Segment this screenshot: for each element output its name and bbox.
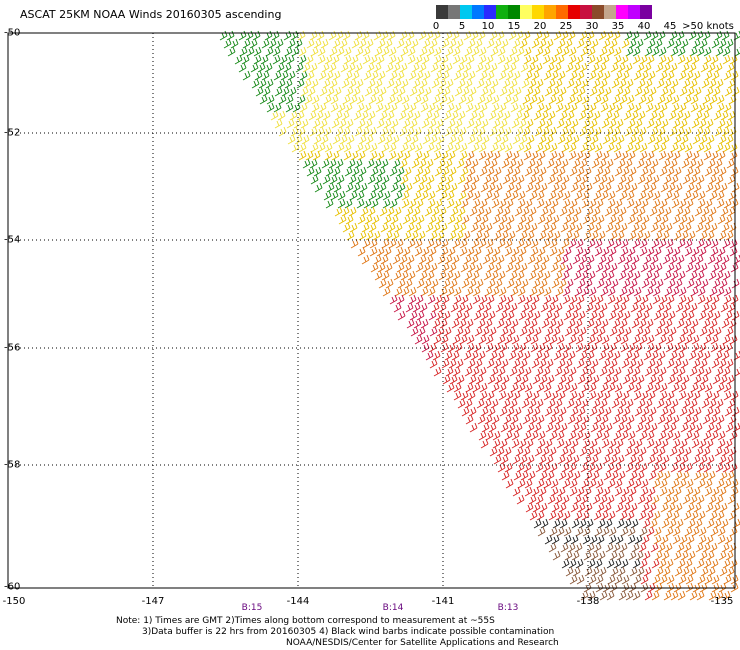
note-line: NOAA/NESDIS/Center for Satellite Applica… [286,638,559,648]
legend-tick: 0 [432,21,440,32]
lon-label: -135 [710,596,734,607]
legend-swatch [544,5,556,19]
legend-tick: 5 [458,21,466,32]
legend-swatch [640,5,652,19]
map-title: ASCAT 25KM NOAA Winds 20160305 ascending [20,8,282,21]
legend-color-bar [436,5,652,19]
lon-label: -150 [2,596,26,607]
legend-tick: 40 [637,21,651,32]
note-line: Note: 1) Times are GMT 2)Times along bot… [116,616,495,626]
lon-label: -147 [141,596,165,607]
legend-swatch [472,5,484,19]
legend-tick-labels: 0 5 10 15 20 25 30 35 40 45 >50 knots [432,19,734,33]
lat-lon-grid [8,33,735,588]
time-label: B:13 [497,603,519,613]
legend-tick: 25 [559,21,573,32]
lat-label: -56 [4,342,21,354]
legend-swatch [580,5,592,19]
lat-label: -60 [4,581,21,593]
map-frame [7,32,736,589]
wind-barbs [219,30,740,601]
lon-label: -144 [286,596,310,607]
legend-tick: 45 [663,21,677,32]
time-label: B:15 [241,603,263,613]
legend-swatch [604,5,616,19]
lon-label: -138 [576,596,600,607]
lat-label: -58 [4,459,21,471]
lat-label: -50 [4,27,21,39]
note-line: 3)Data buffer is 22 hrs from 20160305 4)… [142,627,555,637]
legend-tick: 10 [481,21,495,32]
legend-swatch [460,5,472,19]
legend-swatch [532,5,544,19]
legend-swatch [508,5,520,19]
wind-barb-group [298,30,740,241]
wind-barb-group [350,150,740,601]
wind-barb-group [428,294,740,601]
legend-tick: 35 [611,21,625,32]
legend-tick: 30 [585,21,599,32]
wind-barb-group [389,238,740,361]
legend-swatch [496,5,508,19]
wind-barb-group [533,518,643,569]
lat-label: -52 [4,127,21,139]
legend-swatch [592,5,604,19]
legend-swatch [520,5,532,19]
time-label: B:14 [382,603,404,613]
lon-label: -141 [431,596,455,607]
legend-swatch [484,5,496,19]
legend-tick: 20 [533,21,547,32]
wind-barb-group [537,526,649,601]
legend-swatch [448,5,460,19]
wind-speed-legend: 0 5 10 15 20 25 30 35 40 45 >50 knots [432,5,734,33]
legend-tick: 15 [507,21,521,32]
legend-swatch [628,5,640,19]
lat-label: -54 [4,234,21,246]
legend-swatch [436,5,448,19]
legend-swatch [556,5,568,19]
legend-tick: >50 knots [682,21,734,32]
legend-swatch [616,5,628,19]
legend-swatch [568,5,580,19]
wind-barb-group [270,30,530,153]
